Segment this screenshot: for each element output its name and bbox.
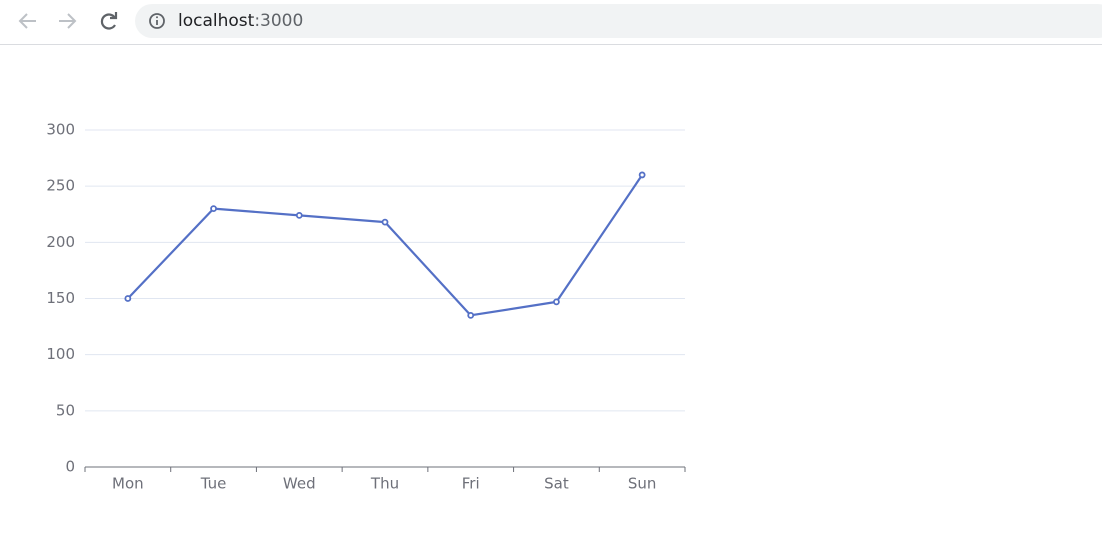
url: localhost:3000 — [178, 11, 303, 31]
x-tick-label: Thu — [370, 475, 399, 493]
line — [127, 174, 644, 317]
x-tick-label: Wed — [283, 475, 316, 493]
x-tick-label: Mon — [112, 475, 144, 493]
y-tick-label: 50 — [56, 401, 75, 419]
x-tick-label: Sun — [628, 475, 657, 493]
point — [381, 218, 389, 226]
address-bar[interactable]: localhost:3000 — [135, 4, 1102, 38]
info-icon[interactable] — [148, 12, 168, 32]
y-tick-label: 300 — [46, 121, 75, 139]
nav-buttons — [18, 12, 118, 30]
point — [210, 205, 217, 213]
point — [553, 298, 560, 306]
url-host: localhost — [178, 11, 255, 31]
y-tick-label: 100 — [46, 345, 75, 363]
y-tick-label: 200 — [46, 233, 75, 251]
chart: 0 50 100 150 200 250 300 Mon Tue Wed Thu Fri Sat Sun — [46, 121, 686, 493]
point — [638, 171, 646, 179]
back-button[interactable] — [18, 13, 36, 29]
forward-button[interactable] — [59, 13, 77, 29]
point — [467, 311, 475, 319]
url-port: :3000 — [254, 11, 304, 31]
browser-toolbar: localhost:3000 — [0, 0, 1102, 45]
y-tick-label: 0 — [65, 458, 75, 476]
point — [124, 295, 132, 302]
x-tick-label: Sat — [544, 475, 569, 493]
y-tick-label: 250 — [46, 177, 75, 195]
reload-button[interactable] — [100, 12, 118, 30]
point — [295, 211, 303, 219]
y-tick-label: 150 — [46, 289, 75, 307]
x-tick-label: Fri — [462, 475, 480, 493]
x-tick-label: Tue — [200, 475, 227, 493]
